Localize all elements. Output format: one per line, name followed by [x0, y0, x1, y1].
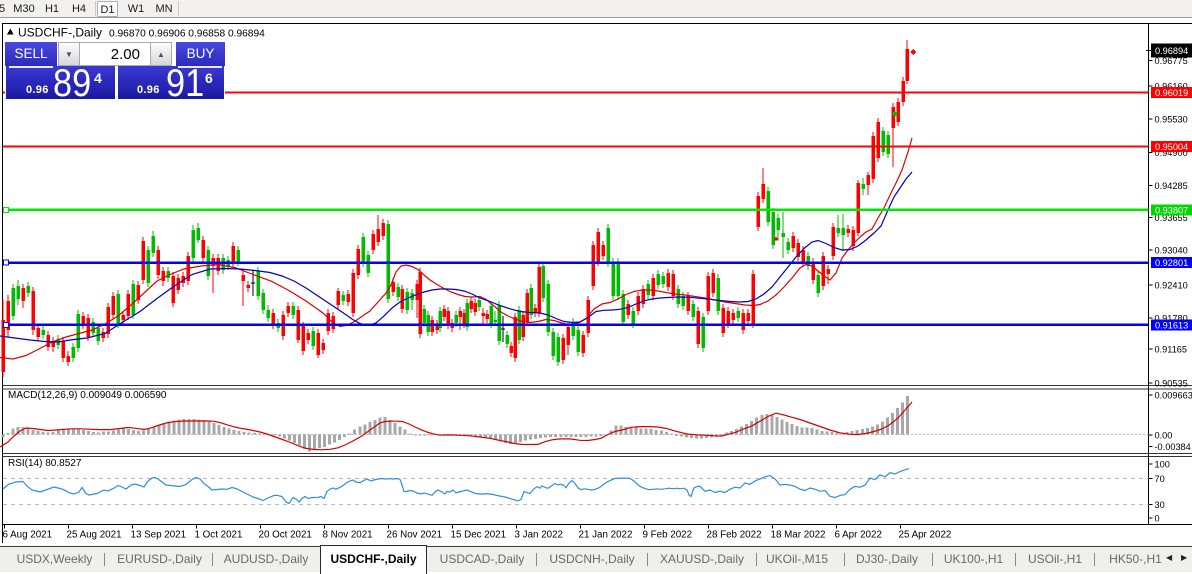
svg-text:6 Apr 2022: 6 Apr 2022: [835, 530, 882, 541]
svg-text:70: 70: [1155, 474, 1165, 484]
svg-text:8 Nov 2021: 8 Nov 2021: [323, 530, 373, 541]
svg-text:3 Jan 2022: 3 Jan 2022: [515, 530, 563, 541]
svg-text:0.96019: 0.96019: [1155, 88, 1188, 98]
svg-text:25 Apr 2022: 25 Apr 2022: [899, 530, 952, 541]
svg-text:1 Oct 2021: 1 Oct 2021: [195, 530, 243, 541]
svg-text:28 Feb 2022: 28 Feb 2022: [707, 530, 762, 541]
svg-text:0.95004: 0.95004: [1155, 142, 1188, 152]
svg-text:6 Aug 2021: 6 Aug 2021: [3, 530, 53, 541]
svg-text:MACD(12,26,9) 0.009049 0.00659: MACD(12,26,9) 0.009049 0.006590: [8, 390, 167, 401]
svg-text:25 Aug 2021: 25 Aug 2021: [67, 530, 122, 541]
svg-text:0.90535: 0.90535: [1155, 379, 1188, 389]
svg-text:15 Dec 2021: 15 Dec 2021: [451, 530, 507, 541]
svg-text:0.93807: 0.93807: [1155, 205, 1188, 215]
svg-text:30: 30: [1155, 500, 1165, 510]
svg-text:0: 0: [1155, 513, 1160, 523]
svg-text:0.92410: 0.92410: [1155, 281, 1188, 291]
svg-text:0.96894: 0.96894: [1155, 46, 1188, 56]
svg-text:21 Jan 2022: 21 Jan 2022: [579, 530, 633, 541]
svg-text:13 Sep 2021: 13 Sep 2021: [131, 530, 187, 541]
svg-text:0.92801: 0.92801: [1155, 258, 1188, 268]
svg-text:0.009663: 0.009663: [1155, 391, 1192, 401]
svg-text:0.91165: 0.91165: [1155, 345, 1188, 355]
svg-text:0.00: 0.00: [1155, 431, 1173, 441]
svg-text:-0.00384: -0.00384: [1155, 442, 1191, 452]
svg-text:RSI(14) 80.8527: RSI(14) 80.8527: [8, 458, 82, 469]
svg-text:18 Mar 2022: 18 Mar 2022: [771, 530, 826, 541]
svg-text:0.94285: 0.94285: [1155, 181, 1188, 191]
svg-text:26 Nov 2021: 26 Nov 2021: [387, 530, 443, 541]
svg-text:0.91613: 0.91613: [1155, 320, 1188, 330]
svg-text:0.95530: 0.95530: [1155, 115, 1188, 125]
svg-text:100: 100: [1155, 460, 1170, 470]
svg-text:9 Feb 2022: 9 Feb 2022: [643, 530, 693, 541]
svg-text:20 Oct 2021: 20 Oct 2021: [259, 530, 312, 541]
svg-text:0.93040: 0.93040: [1155, 245, 1188, 255]
